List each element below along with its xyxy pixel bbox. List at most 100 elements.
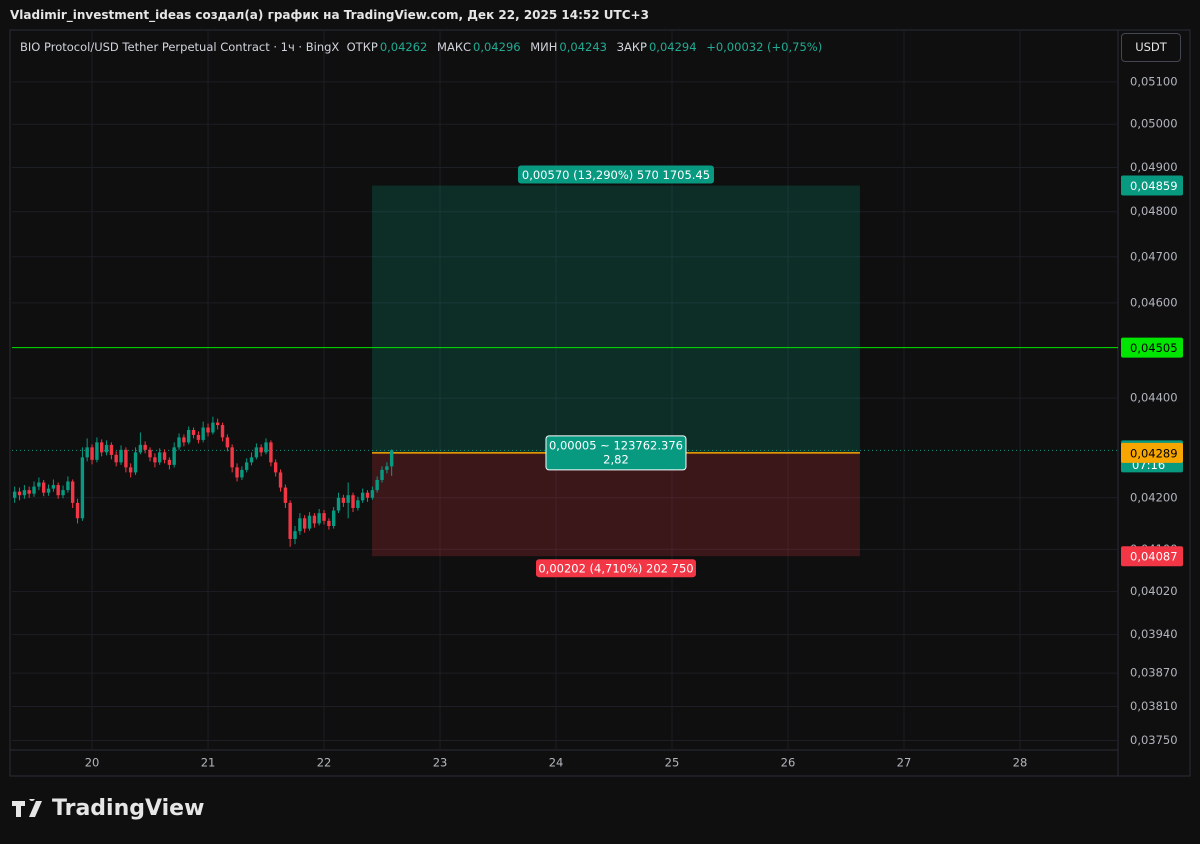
symbol: BIO Protocol/USD Tether Perpetual Contra… — [20, 40, 340, 54]
candle-body — [46, 488, 51, 493]
candle-body — [259, 447, 263, 453]
candle-body — [157, 452, 162, 463]
candle-body — [90, 447, 94, 460]
candle-body — [124, 449, 128, 468]
x-tick-label: 21 — [201, 756, 216, 770]
candle-body — [41, 482, 46, 493]
candle-body — [273, 462, 278, 473]
candle-body — [341, 497, 346, 503]
profit-zone — [372, 185, 860, 453]
candle-body — [167, 459, 172, 465]
candle-body — [230, 447, 234, 468]
brand-icon — [12, 798, 42, 817]
x-tick-label: 20 — [85, 756, 100, 770]
candle-body — [138, 444, 143, 453]
stop-label-box — [535, 559, 696, 578]
price-tag — [1121, 175, 1183, 196]
candle-body — [302, 518, 307, 529]
open-label: ОТКР — [346, 40, 378, 54]
candle-body — [186, 429, 191, 443]
open-value: 0,04262 — [379, 40, 428, 54]
low-value: 0,04243 — [559, 40, 607, 54]
stop-label: 0,00202 (4,710%) 202 750 — [538, 562, 693, 576]
x-tick-label: 27 — [897, 756, 912, 770]
candle-body — [27, 490, 31, 494]
candle-body — [278, 472, 283, 488]
candle-body — [365, 492, 370, 498]
candle-body — [85, 447, 89, 458]
price-tag — [1121, 337, 1183, 358]
candle-body — [95, 442, 99, 460]
candle-body — [201, 427, 205, 440]
candle-body — [172, 447, 176, 465]
candle-body — [346, 495, 350, 503]
candle-body — [312, 515, 317, 524]
candle-body — [153, 457, 157, 463]
x-tick-label: 23 — [433, 756, 448, 770]
candle-body — [225, 437, 230, 448]
y-tick-label: 0,05000 — [1130, 117, 1178, 131]
candle-body — [66, 481, 70, 491]
chart-panel — [9, 29, 1191, 777]
close-value: 0,04294 — [648, 40, 697, 54]
candle-body — [360, 492, 365, 501]
high-value: 0,04296 — [473, 40, 521, 54]
price-tag-label: 0,04087 — [1130, 550, 1178, 564]
candle-body — [56, 485, 60, 496]
brand-logo: TradingView — [12, 796, 204, 821]
candle-body — [370, 490, 375, 498]
entry-label: 2,82 — [603, 452, 629, 466]
candle-body — [351, 495, 355, 508]
y-tick-label: 0,04600 — [1130, 295, 1178, 309]
candle-body — [307, 515, 312, 529]
candle-body — [356, 500, 360, 508]
candle-body — [269, 442, 273, 463]
candle-body — [283, 487, 288, 503]
candle-body — [240, 469, 244, 478]
y-tick-label: 0,03940 — [1130, 627, 1178, 641]
x-tick-label: 22 — [317, 756, 332, 770]
candle-body — [143, 444, 147, 450]
candle-body — [70, 481, 75, 503]
candle-body — [32, 486, 36, 494]
candle-body — [80, 457, 85, 519]
candle-body — [114, 454, 118, 463]
candle-body — [128, 467, 133, 473]
y-tick-label: 0,04900 — [1130, 160, 1178, 174]
candle-body — [264, 442, 268, 453]
candle-body — [37, 482, 41, 487]
y-tick-label: 0,04020 — [1130, 584, 1178, 598]
y-tick-label: 0,03870 — [1130, 666, 1178, 680]
plot-area — [12, 31, 1118, 750]
candle-body — [336, 497, 341, 511]
candle-body — [380, 469, 384, 480]
author-line: Vladimir_investment_ideas создал(а) граф… — [10, 8, 649, 22]
candle-body — [288, 502, 292, 539]
y-tick-label: 0,04200 — [1130, 490, 1178, 504]
candle-body — [389, 450, 394, 467]
low-label: МИН — [530, 40, 558, 54]
candle-body — [331, 510, 336, 527]
price-tag — [1121, 546, 1183, 567]
candle-body — [191, 429, 196, 435]
target-label-box — [517, 165, 714, 184]
candle-body — [177, 437, 181, 448]
candle-body — [249, 457, 254, 463]
price-tag-label: 0,04505 — [1130, 341, 1178, 355]
candle-body — [99, 442, 104, 453]
candle-body — [196, 434, 201, 440]
candle-body — [206, 427, 210, 433]
candle-body — [254, 447, 259, 458]
candle-body — [317, 513, 321, 524]
target-label: 0,00570 (13,290%) 570 1705.45 — [522, 168, 710, 182]
currency-button[interactable]: USDT — [1121, 33, 1181, 62]
candle-body — [220, 425, 225, 438]
candle-body — [17, 491, 22, 496]
change-value: +0,00032 (+0,75%) — [706, 40, 823, 54]
y-tick-label: 0,04400 — [1130, 391, 1178, 405]
x-tick-label: 25 — [665, 756, 680, 770]
y-tick-label: 0,04700 — [1130, 249, 1178, 263]
candle-body — [385, 466, 389, 470]
candle-body — [75, 502, 80, 519]
